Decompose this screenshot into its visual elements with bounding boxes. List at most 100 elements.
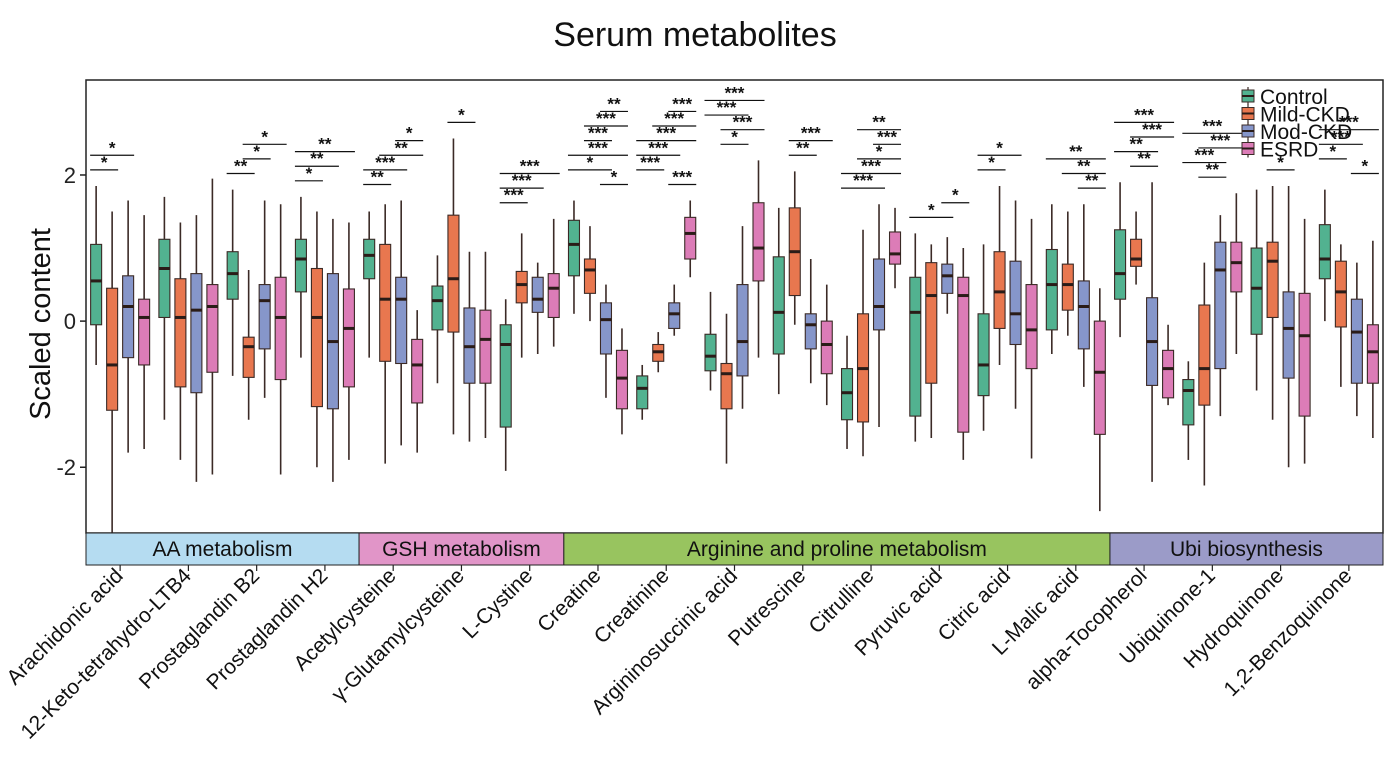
box-body [499, 324, 512, 428]
box-control [1318, 189, 1331, 322]
significance-label: ** [1069, 142, 1083, 161]
box-body [872, 258, 886, 331]
box-esrd [1025, 218, 1038, 459]
box-control [772, 207, 785, 395]
box-body [925, 262, 938, 384]
box-mild-ckd [856, 229, 870, 457]
significance-label: *** [648, 138, 668, 157]
chart-title: Serum metabolites [553, 16, 836, 54]
box-body [242, 336, 255, 378]
significance-label: * [109, 138, 116, 157]
box-body [772, 256, 785, 355]
legend-label: Control [1260, 86, 1328, 109]
pathway-band-label: Ubi biosynthesis [1170, 538, 1323, 561]
significance-layer: ****************************************… [90, 83, 1379, 219]
box-body [226, 251, 239, 300]
box-mod-ckd [1146, 182, 1159, 482]
box-esrd [547, 218, 560, 347]
box-mild-ckd [1334, 244, 1347, 387]
box-body [977, 313, 990, 397]
x-tick-label: Prostaglandin H2 [202, 564, 332, 694]
pathway-band-label: GSH metabolism [382, 538, 541, 561]
box-body [684, 216, 697, 260]
box-body [1182, 379, 1195, 426]
x-tick-label: Prostaglandin B2 [135, 564, 264, 693]
box-body [1214, 241, 1227, 370]
box-body [909, 276, 922, 417]
box-control [1250, 189, 1263, 391]
box-esrd [411, 310, 424, 453]
box-body [1350, 298, 1363, 384]
box-body [138, 298, 151, 366]
box-body [531, 276, 544, 313]
box-mod-ckd [1350, 262, 1363, 417]
box-esrd [138, 215, 151, 449]
box-body [1298, 292, 1311, 417]
significance-label: *** [512, 171, 532, 190]
box-esrd [752, 160, 765, 358]
pathway-band [85, 532, 360, 566]
box-body [379, 243, 392, 362]
significance-label: ** [395, 138, 409, 157]
legend-label: ESRD [1260, 139, 1318, 162]
box-body [274, 276, 287, 381]
box-mild-ckd [583, 226, 597, 322]
box-mild-ckd [447, 138, 460, 435]
significance-label: *** [588, 138, 608, 157]
pathway-band [563, 532, 1111, 566]
box-mild-ckd [788, 171, 801, 325]
box-body [704, 333, 717, 372]
box-body [447, 214, 460, 333]
box-mild-ckd [379, 204, 392, 464]
box-body [1162, 349, 1175, 399]
y-tick-label: 2 [64, 163, 76, 188]
box-body [479, 309, 492, 384]
significance-label: * [928, 200, 935, 219]
box-mod-ckd [668, 284, 681, 336]
significance-label: * [611, 167, 618, 186]
box-control [1114, 182, 1127, 338]
box-mod-ckd [941, 237, 954, 314]
box-body [294, 238, 307, 293]
significance-label: * [261, 127, 268, 146]
significance-label: * [458, 105, 465, 124]
box-body [395, 276, 408, 365]
box-esrd [479, 251, 492, 439]
box-body [636, 375, 649, 410]
significance-label: * [996, 138, 1003, 157]
box-body [583, 258, 597, 294]
box-mild-ckd [1061, 211, 1074, 336]
box-body [1366, 324, 1379, 384]
box-mild-ckd [310, 211, 323, 468]
pathway-band-label: AA metabolism [152, 538, 292, 561]
significance-label: ** [1206, 160, 1220, 179]
box-mild-ckd [720, 313, 733, 464]
box-esrd [1162, 324, 1175, 406]
box-mod-ckd [531, 262, 544, 354]
box-body [1061, 263, 1074, 311]
box-control [499, 299, 512, 471]
significance-label: * [101, 153, 108, 172]
box-control [909, 233, 922, 442]
box-body [122, 275, 135, 359]
significance-label: *** [861, 157, 881, 176]
legend-item: Mild-CKD [1241, 104, 1350, 127]
significance-label: * [1330, 142, 1337, 161]
box-mild-ckd [993, 185, 1006, 365]
box-body [993, 251, 1006, 329]
box-body [820, 320, 833, 375]
box-body [258, 284, 271, 350]
significance-label: *** [853, 171, 873, 190]
significance-label: * [587, 153, 594, 172]
significance-label: ** [234, 157, 248, 176]
box-body [90, 243, 103, 326]
significance-label: ** [310, 149, 324, 168]
box-control [840, 335, 854, 449]
box-body [106, 287, 119, 411]
box-body [957, 276, 970, 433]
significance-label: ** [1129, 135, 1143, 154]
significance-label: ** [1085, 171, 1099, 190]
box-mod-ckd [326, 218, 339, 482]
box-body [1250, 247, 1263, 335]
